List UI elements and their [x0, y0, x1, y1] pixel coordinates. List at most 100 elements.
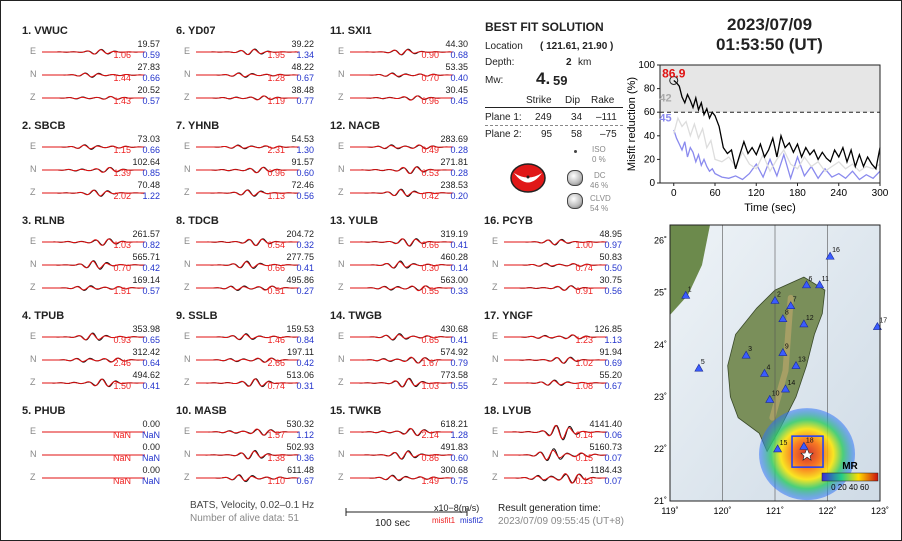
waveform-trace — [42, 454, 145, 456]
channel-label: Z — [338, 472, 344, 482]
misfit2-value: 0.65 — [142, 335, 160, 345]
misfit1-value: 2.46 — [113, 358, 131, 368]
central-range — [769, 294, 794, 421]
longitude-label: 120˚ — [713, 506, 731, 516]
station-number: 17 — [879, 318, 887, 325]
dc-ball — [567, 170, 583, 186]
station-number: 13 — [798, 357, 806, 364]
station-triangle-icon — [872, 321, 882, 330]
channel-label: Z — [338, 187, 344, 197]
station-triangle-icon — [759, 368, 770, 377]
amplitude-value: 353.98 — [132, 324, 160, 334]
channel-label: E — [338, 426, 345, 436]
station-title: 11. SXI1 — [330, 25, 372, 37]
amplitude-value: 20.52 — [137, 85, 160, 95]
channel-label: E — [30, 46, 37, 56]
waveform-trace — [349, 377, 454, 388]
amplitude-value: 27.83 — [137, 62, 160, 72]
amplitude-value: 54.53 — [291, 134, 314, 144]
latitude-label: 21˚ — [654, 496, 667, 506]
misfit1-value: 1.00 — [575, 240, 593, 250]
waveform-trace — [42, 238, 146, 246]
latitude-label: 25˚ — [654, 288, 667, 298]
misfit1-value: 2.31 — [267, 145, 285, 155]
series-line — [673, 129, 881, 181]
channel-label: E — [338, 236, 345, 246]
mw-label: Mw: — [485, 75, 504, 86]
channel-label: Z — [492, 282, 498, 292]
channel-label: E — [492, 236, 499, 246]
plane1-label: Plane 1: — [485, 112, 522, 123]
waveform-trace — [503, 379, 608, 386]
amplitude-value: 197.11 — [287, 347, 314, 357]
station-title: 2. SBCB — [22, 120, 66, 132]
shaded-region — [660, 65, 880, 113]
amplitude-value: 102.64 — [132, 157, 160, 167]
waveform-trace — [42, 357, 145, 363]
latitude-label: 26˚ — [654, 236, 667, 246]
amplitude-value: 312.42 — [132, 347, 160, 357]
misfit2-value: 0.57 — [142, 96, 160, 106]
amplitude-value: 72.46 — [291, 180, 314, 190]
misfit2-value: 0.56 — [296, 191, 314, 201]
latitude-label: 22˚ — [654, 444, 667, 454]
channel-label: E — [338, 141, 345, 151]
amplitude-value: 39.22 — [291, 39, 314, 49]
misfit2-value: 1.12 — [296, 430, 314, 440]
waveform-trace — [350, 474, 454, 482]
channel-label: N — [492, 354, 499, 364]
plane1-dip: 34 — [571, 112, 583, 123]
amplitude-value: 91.57 — [291, 157, 314, 167]
channel-label: N — [492, 259, 499, 269]
x-tick-label: 0 — [671, 188, 677, 199]
legend-title: MR — [842, 461, 858, 472]
amplitude-value: 611.48 — [287, 465, 314, 475]
station-panel: 4. TPUB E 353.98 0.93 0.65 N 312.42 2.46 0.64 Z 49… — [22, 310, 172, 405]
misfit2-value: 0.36 — [296, 453, 314, 463]
mainland-coast — [670, 225, 710, 315]
station-number: 10 — [772, 390, 780, 397]
waveform-trace — [349, 450, 454, 460]
waveform-trace — [195, 189, 300, 197]
channel-label: N — [184, 259, 191, 269]
plot-frame — [659, 64, 881, 184]
misfit1-value: 1.57 — [267, 430, 285, 440]
waveform-trace — [196, 144, 299, 150]
misfit1-value: 0.91 — [575, 286, 593, 296]
misfit2-value: 0.28 — [450, 168, 468, 178]
station-number: 15 — [780, 440, 788, 447]
longitude-label: 123˚ — [871, 506, 889, 516]
dc-label: DC — [594, 171, 606, 180]
misfit2-value: 0.84 — [296, 335, 314, 345]
longitude-label: 122˚ — [818, 506, 836, 516]
misfit2-value: 0.67 — [604, 381, 622, 391]
misfit2-value: 1.34 — [296, 50, 314, 60]
waveform-trace — [42, 332, 146, 341]
channel-label: N — [338, 259, 345, 269]
misfit2-value: NaN — [141, 476, 160, 486]
misfit1-value: NaN — [112, 430, 131, 440]
misfit1-value: 0.51 — [267, 286, 285, 296]
waveform-trace — [350, 356, 453, 364]
station-panel: 12. NACB E 283.69 0.49 0.28 N 271.81 0.53 0.28 Z 2… — [330, 120, 480, 215]
station-title: 5. PHUB — [22, 405, 66, 417]
station-title: 13. YULB — [330, 215, 379, 227]
misfit1-value: 1.38 — [267, 453, 285, 463]
waveform-trace — [196, 378, 300, 388]
station-number: 18 — [806, 437, 814, 444]
misfit1-value: 1.44 — [113, 73, 131, 83]
x-axis-label: Time (sec) — [744, 202, 796, 214]
station-title: 17. YNGF — [484, 310, 533, 322]
time-scale-bar — [345, 508, 468, 516]
channel-label: Z — [30, 377, 36, 387]
misfit2-value: 0.85 — [142, 168, 160, 178]
station-panel: 5. PHUB E 0.00 NaN NaN N 0.00 NaN NaN Z 0.00 NaN NaN — [22, 405, 172, 500]
station-title: 7. YHNB — [176, 120, 220, 132]
misfit1-value: 2.14 — [421, 430, 439, 440]
misfit1-value: 1.46 — [267, 335, 285, 345]
waveform-trace — [350, 144, 453, 150]
misfit2-value: 0.68 — [450, 50, 468, 60]
channel-label: E — [338, 46, 345, 56]
channel-label: Z — [30, 282, 36, 292]
station-panel: 18. LYUB E 4141.40 0.14 0.06 N 5160.73 0.15 0.07… — [484, 405, 634, 500]
